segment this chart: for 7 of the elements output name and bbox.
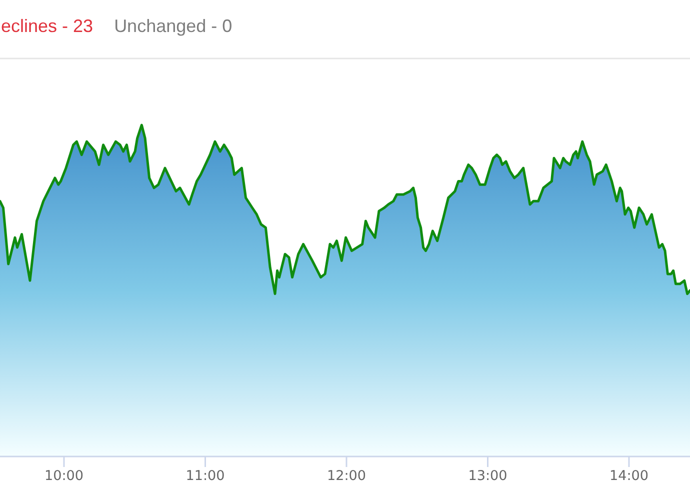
x-tick-label: 13:00 xyxy=(468,468,508,484)
x-tick-label: 14:00 xyxy=(610,468,648,484)
x-tick-label: 12:00 xyxy=(327,468,366,484)
x-tick-label: 10:00 xyxy=(44,468,84,484)
x-tick-label: 11:00 xyxy=(186,468,225,484)
text: Unchanged - 0 xyxy=(114,16,232,36)
text: eclines - 23 xyxy=(1,16,94,36)
